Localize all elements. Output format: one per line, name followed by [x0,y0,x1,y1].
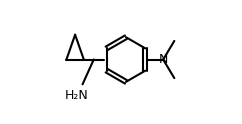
Text: N: N [159,53,168,66]
Text: H₂N: H₂N [65,89,89,102]
